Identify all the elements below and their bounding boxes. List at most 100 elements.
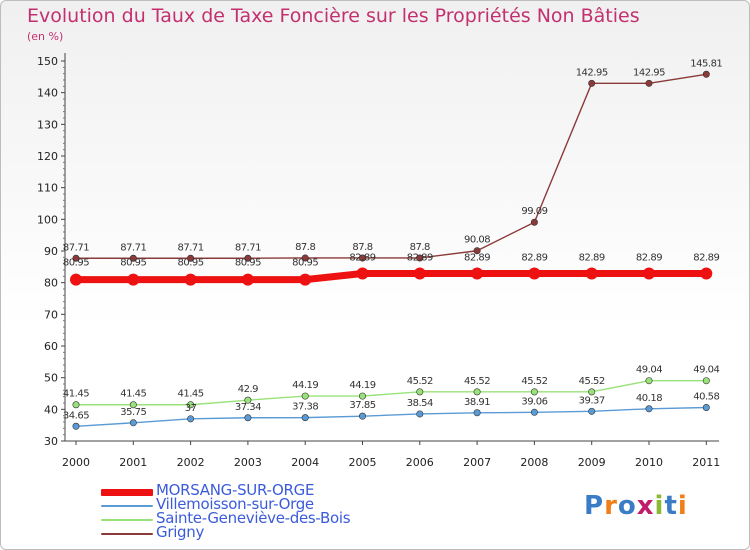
x-tick-label: 2009 <box>578 456 606 469</box>
data-label: 38.54 <box>407 398 433 409</box>
data-point <box>129 419 137 427</box>
legend-label: Grigny <box>156 523 205 541</box>
data-point <box>530 218 538 226</box>
x-tick-label: 2006 <box>406 456 434 469</box>
data-point <box>129 254 137 262</box>
y-tick-label: 80 <box>44 277 58 290</box>
data-label: 80.95 <box>292 258 318 269</box>
y-tick-label: 70 <box>44 308 58 321</box>
data-label: 142.95 <box>633 67 665 78</box>
data-point <box>702 377 710 385</box>
data-point <box>645 377 653 385</box>
data-point <box>702 70 710 78</box>
data-label: 42.9 <box>238 384 258 395</box>
data-label: 45.52 <box>407 376 433 387</box>
data-label: 82.89 <box>407 253 433 264</box>
data-point <box>241 273 254 286</box>
data-label: 142.95 <box>576 67 608 78</box>
series-line-grigny <box>76 73 707 259</box>
legend-swatch <box>101 533 153 535</box>
y-tick-label: 110 <box>37 182 58 195</box>
data-point <box>127 273 140 286</box>
data-point <box>530 388 538 396</box>
data-point <box>702 403 710 411</box>
data-label: 80.95 <box>120 258 146 269</box>
logo-letter: i <box>677 491 688 521</box>
data-point <box>643 267 655 280</box>
x-tick-label: 2001 <box>119 456 147 469</box>
data-label: 90.08 <box>464 235 490 246</box>
data-label: 34.65 <box>63 410 89 421</box>
data-label: 99.09 <box>521 206 547 217</box>
data-label: 82.89 <box>349 253 375 264</box>
data-point <box>473 388 481 396</box>
data-point <box>645 405 653 413</box>
data-label: 87.71 <box>63 242 89 253</box>
data-label: 37.34 <box>235 402 261 413</box>
data-point <box>416 388 424 396</box>
data-label: 45.52 <box>464 376 490 387</box>
logo-letter: t <box>664 491 678 521</box>
data-point <box>588 407 596 415</box>
data-point <box>358 412 366 420</box>
data-point <box>299 273 312 286</box>
data-label: 45.52 <box>521 376 547 387</box>
data-label: 38.91 <box>464 397 490 408</box>
data-point <box>244 414 252 422</box>
data-point <box>187 401 195 409</box>
series-line-sainte-genevi-ve-des-bois <box>76 380 707 406</box>
legend-label: MORSANG-SUR-ORGE <box>156 481 315 499</box>
legend-swatch <box>101 519 153 521</box>
data-label: 80.95 <box>178 258 204 269</box>
data-point <box>413 267 426 280</box>
series-line-morsang-sur-orge <box>76 270 707 284</box>
chart-title: Evolution du Taux de Taxe Foncière sur l… <box>27 5 640 27</box>
data-point <box>187 415 195 423</box>
data-point <box>72 254 80 262</box>
y-tick-label: 140 <box>37 87 58 100</box>
data-point <box>187 254 195 262</box>
legend-swatch <box>101 505 153 507</box>
x-tick-label: 2005 <box>349 456 377 469</box>
x-tick-label: 2007 <box>463 456 491 469</box>
x-tick-label: 2004 <box>291 456 319 469</box>
y-tick-label: 130 <box>37 118 58 131</box>
data-label: 37.38 <box>292 402 318 413</box>
data-point <box>473 409 481 417</box>
data-point <box>184 273 197 286</box>
data-point <box>645 79 653 87</box>
x-tick-label: 2000 <box>62 456 90 469</box>
data-point <box>473 247 481 255</box>
data-point <box>416 410 424 418</box>
y-tick-label: 120 <box>37 150 58 163</box>
data-label: 39.37 <box>579 395 605 406</box>
legend-swatch <box>101 489 153 496</box>
y-tick-label: 60 <box>44 340 58 353</box>
data-point <box>588 79 596 87</box>
data-label: 80.95 <box>235 258 261 269</box>
data-label: 49.04 <box>693 365 719 376</box>
logo-letter: P <box>584 491 605 521</box>
data-label: 35.75 <box>120 407 146 418</box>
logo-letter: r <box>604 491 618 521</box>
legend-label: Sainte-Geneviève-des-Bois <box>156 509 351 527</box>
data-label: 45.52 <box>579 376 605 387</box>
y-tick-label: 90 <box>44 245 58 258</box>
data-label: 87.8 <box>352 242 372 253</box>
data-point <box>244 396 252 404</box>
data-label: 49.04 <box>636 365 662 376</box>
data-label: 37.85 <box>349 400 375 411</box>
data-label: 41.45 <box>178 389 204 400</box>
data-label: 87.71 <box>235 242 261 253</box>
data-label: 40.58 <box>693 391 719 402</box>
x-tick-label: 2008 <box>520 456 548 469</box>
data-point <box>588 388 596 396</box>
y-tick-label: 150 <box>37 55 58 68</box>
data-point <box>301 392 309 400</box>
data-point <box>528 267 541 280</box>
y-tick-label: 50 <box>44 372 58 385</box>
legend-label: Villemoisson-sur-Orge <box>156 495 314 513</box>
logo-letter: o <box>617 491 637 521</box>
data-label: 44.19 <box>349 380 375 391</box>
